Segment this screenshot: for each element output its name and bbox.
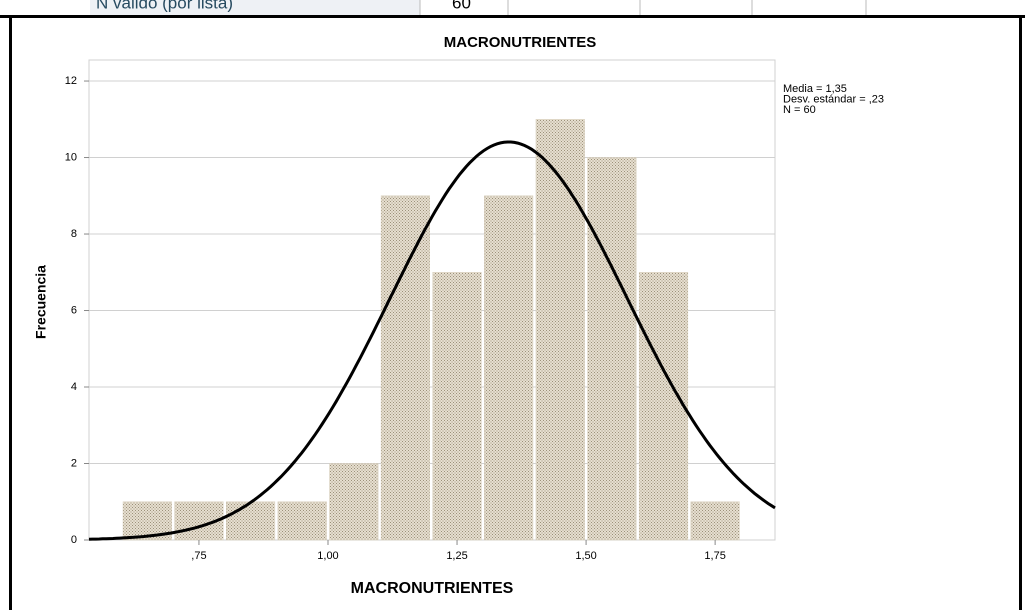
frame-left (9, 17, 12, 610)
bar (587, 157, 637, 541)
bar (690, 501, 740, 541)
annotation: Media = 1,35 (783, 83, 847, 95)
y-axis-label: Frecuencia (33, 265, 49, 339)
x-tick-label: 1,00 (317, 550, 338, 562)
normal-curve (88, 140, 776, 541)
y-tick-label: 2 (71, 457, 77, 469)
x-tick-label: ,75 (191, 550, 206, 562)
y-tick-label: 10 (65, 151, 77, 163)
x-tick-label: 1,25 (446, 550, 467, 562)
x-tick-label: 1,75 (704, 550, 725, 562)
y-tick-label: 6 (71, 304, 77, 316)
bar (535, 119, 585, 541)
bar (432, 272, 482, 541)
bar (329, 463, 379, 541)
row-value: 60 (452, 0, 471, 12)
bar (226, 501, 276, 541)
annotation: N = 60 (783, 104, 816, 116)
bar (380, 195, 430, 541)
y-tick-label: 4 (71, 381, 77, 393)
y-tick-label: 0 (71, 534, 77, 546)
annotation: Desv. estándar = ,23 (783, 93, 884, 105)
frame-top (0, 15, 1025, 18)
frame-right (1019, 17, 1022, 610)
x-tick-label: 1,50 (575, 550, 596, 562)
x-axis-label: MACRONUTRIENTES (351, 580, 514, 597)
bar (638, 272, 689, 541)
bar (484, 195, 534, 541)
y-tick-label: 12 (65, 75, 77, 87)
row-label: N válido (por lista) (96, 0, 233, 12)
y-tick-label: 8 (71, 228, 77, 240)
table-cell (90, 0, 420, 15)
bar (277, 501, 327, 541)
chart-title: MACRONUTRIENTES (444, 34, 597, 51)
